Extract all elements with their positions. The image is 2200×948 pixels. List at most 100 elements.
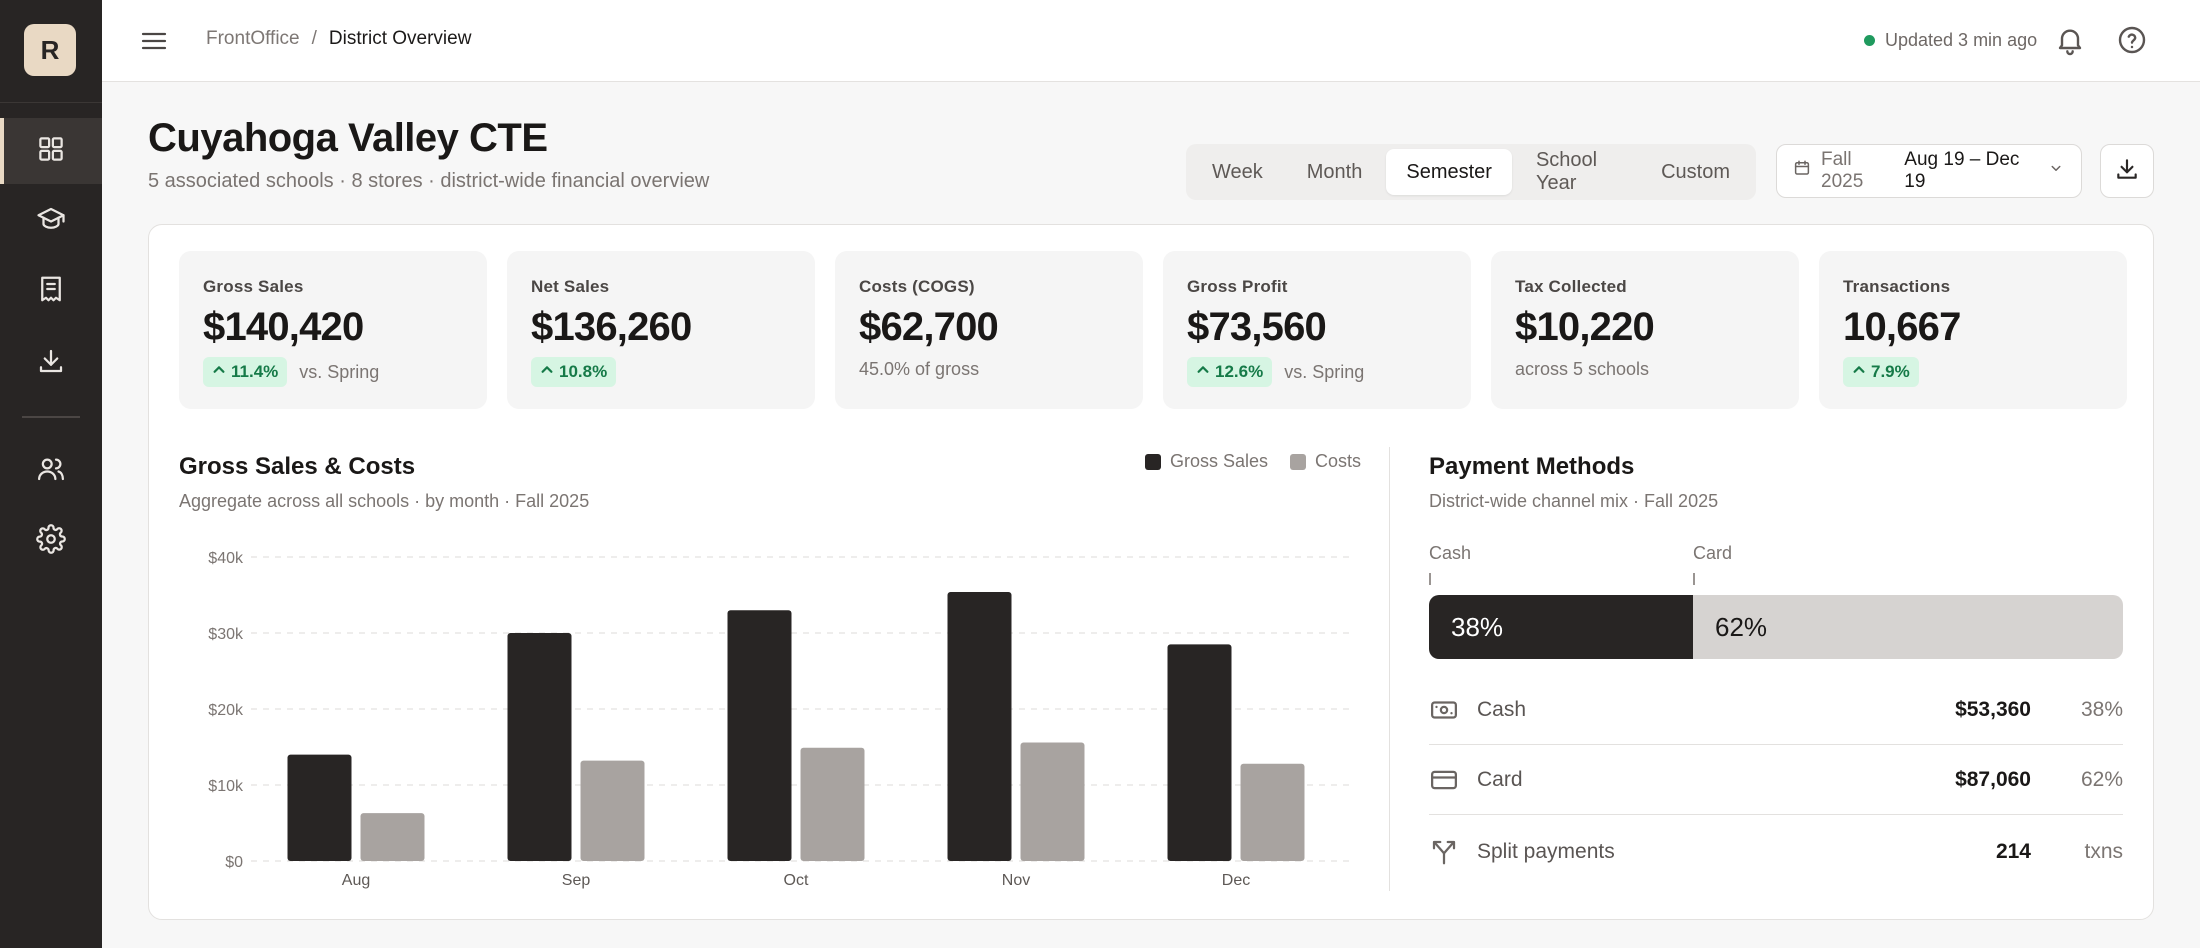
legend-item-gross-sales[interactable]: Gross Sales	[1145, 451, 1268, 472]
menu-icon[interactable]	[140, 28, 168, 54]
breadcrumb-root[interactable]: FrontOffice	[206, 28, 300, 49]
bar-gross-sales-aug	[287, 754, 352, 861]
sidebar-item-receipts[interactable]	[0, 258, 102, 324]
x-tick-label: Sep	[562, 872, 591, 889]
download-icon	[2114, 156, 2140, 187]
bar-costs-oct	[800, 747, 865, 861]
legend-swatch	[1145, 453, 1161, 470]
y-tick-label: $0	[225, 854, 243, 871]
chart-legend: Gross Sales Costs	[1145, 451, 1361, 472]
kpi-value: $136,260	[531, 305, 692, 349]
delta-badge: 11.4%	[203, 357, 288, 387]
kpi-label: Net Sales	[531, 277, 610, 296]
update-status-text: Updated 3 min ago	[1885, 30, 2038, 50]
bar-gross-sales-nov	[947, 591, 1012, 861]
payment-mix-bar: 38% 62%	[1429, 595, 2123, 659]
sidebar-item-settings[interactable]	[0, 508, 102, 574]
kpi-label: Transactions	[1843, 277, 1951, 296]
period-selector: Week Month Semester School Year Custom	[1186, 144, 1756, 200]
grid-icon	[36, 134, 66, 169]
period-school-year[interactable]: School Year	[1535, 149, 1598, 194]
date-range-picker[interactable]: Fall 2025 Aug 19 – Dec 19	[1776, 144, 2082, 198]
kpi-note: across 5 schools	[1515, 359, 1650, 379]
delta-badge: 12.6%	[1187, 357, 1273, 387]
delta-value: 7.9%	[1871, 362, 1910, 381]
kpi-gross-sales: Gross Sales $140,420 11.4% vs. Spring	[179, 251, 487, 409]
kpi-label: Gross Profit	[1187, 277, 1288, 296]
brand-logo[interactable]: R	[24, 24, 76, 76]
kpi-label: Tax Collected	[1515, 277, 1627, 296]
help-icon[interactable]	[2116, 24, 2148, 56]
page-title: Cuyahoga Valley CTE	[148, 116, 548, 160]
payment-row-split[interactable]: Split payments 214 txns	[1429, 817, 2123, 887]
y-tick-label: $20k	[208, 702, 244, 719]
breadcrumb: FrontOffice / District Overview	[206, 28, 471, 50]
arrow-up-icon	[540, 362, 554, 382]
payment-pct: txns	[2084, 840, 2123, 863]
kpi-label: Costs (COGS)	[859, 277, 975, 296]
arrow-up-icon	[1196, 362, 1210, 382]
bar-chart: $0 $10k $20k $30k $40k Aug Sep Oct Nov Dec	[208, 550, 1351, 889]
payment-name: Cash	[1477, 697, 1527, 721]
sidebar-item-schools[interactable]	[0, 188, 102, 254]
delta-value: 12.6%	[1215, 362, 1264, 381]
gear-icon	[36, 523, 66, 559]
bell-icon[interactable]	[2054, 24, 2086, 56]
date-term: Fall 2025	[1821, 149, 1864, 192]
period-week[interactable]: Week	[1212, 160, 1263, 183]
arrow-up-icon	[212, 362, 226, 382]
cash-icon	[1429, 695, 1459, 725]
mix-label-card: Card	[1693, 543, 1733, 563]
section-divider	[1389, 447, 1390, 891]
payment-amount: $53,360	[1955, 697, 2031, 721]
payment-name: Split payments	[1477, 840, 1615, 863]
page-subtitle: 5 associated schools · 8 stores · distri…	[148, 170, 710, 192]
kpi-note: vs. Spring	[299, 361, 380, 382]
payment-name: Card	[1477, 767, 1523, 791]
overview-card: Gross Sales $140,420 11.4% vs. Spring Ne…	[148, 224, 2154, 920]
export-button[interactable]	[2100, 144, 2154, 198]
kpi-value: $62,700	[859, 305, 999, 349]
bar-costs-sep	[580, 760, 645, 861]
payment-amount: 214	[1995, 840, 2031, 863]
period-month[interactable]: Month	[1306, 160, 1363, 183]
mix-tick	[1693, 573, 1695, 585]
x-tick-label: Dec	[1222, 872, 1250, 889]
receipt-icon	[36, 274, 66, 309]
bar-costs-aug	[360, 813, 425, 861]
sidebar: R	[0, 0, 102, 948]
delta-value: 11.4%	[231, 362, 279, 381]
sidebar-divider	[0, 102, 102, 103]
legend-label: Gross Sales	[1170, 451, 1269, 471]
legend-item-costs[interactable]: Costs	[1290, 451, 1361, 472]
x-tick-label: Aug	[342, 872, 370, 889]
x-tick-label: Nov	[1002, 872, 1030, 889]
chevron-down-icon	[2047, 159, 2065, 183]
period-semester[interactable]: Semester	[1386, 149, 1512, 195]
delta-badge: 7.9%	[1843, 357, 1919, 387]
bar-costs-nov	[1020, 742, 1085, 861]
payment-row-card[interactable]: Card $87,060 62%	[1429, 745, 2123, 815]
mix-segment-card: 62%	[1693, 595, 2123, 659]
sidebar-divider	[22, 416, 80, 418]
kpi-value: $73,560	[1187, 305, 1327, 349]
kpi-note: vs. Spring	[1284, 361, 1365, 382]
sidebar-item-dashboard[interactable]	[0, 118, 102, 184]
kpi-note: 45.0% of gross	[859, 359, 980, 379]
bar-gross-sales-oct	[727, 610, 792, 861]
bar-gross-sales-dec	[1167, 644, 1232, 861]
chart-subtitle: Aggregate across all schools · by month …	[179, 491, 590, 511]
payment-pct: 38%	[2080, 697, 2123, 721]
sidebar-item-users[interactable]	[0, 438, 102, 504]
bar-gross-sales-sep	[507, 633, 572, 861]
kpi-transactions: Transactions 10,667 7.9%	[1819, 251, 2127, 409]
x-tick-label: Oct	[784, 872, 809, 889]
arrow-up-icon	[1852, 362, 1866, 382]
update-status: Updated 3 min ago	[1864, 30, 2037, 51]
y-tick-label: $10k	[208, 778, 244, 795]
sidebar-item-downloads[interactable]	[0, 330, 102, 396]
period-custom[interactable]: Custom	[1661, 160, 1730, 183]
y-tick-label: $30k	[208, 626, 244, 643]
delta-value: 10.8%	[559, 362, 608, 381]
payment-row-cash[interactable]: Cash $53,360 38%	[1429, 675, 2123, 745]
